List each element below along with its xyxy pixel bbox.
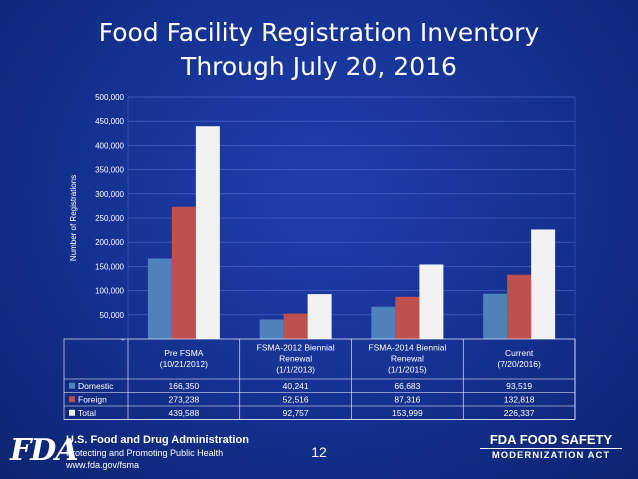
category-label: (7/20/2016) (497, 359, 541, 369)
legend-key-total (69, 409, 75, 416)
y-tick-label: 100,000 (95, 287, 124, 296)
slide-title-line-1: Food Facility Registration Inventory (98, 18, 540, 47)
y-tick-label: 50,000 (100, 311, 125, 320)
bar-domestic (483, 293, 508, 339)
data-label: 92,757 (283, 408, 309, 418)
y-tick-label: 350,000 (95, 166, 124, 175)
data-label: 153,999 (392, 408, 423, 418)
data-label: 66,683 (394, 381, 420, 391)
category-label: Pre FSMA (164, 348, 204, 358)
data-label: 132,818 (504, 394, 535, 404)
y-tick-label: - (121, 335, 124, 344)
y-tick-label: 500,000 (95, 93, 124, 102)
page-number: 12 (311, 444, 327, 460)
bar-total (307, 294, 332, 339)
data-label: 273,238 (169, 394, 200, 404)
data-label: 439,588 (169, 408, 200, 418)
fsma-branding: FDA FOOD SAFETY MODERNIZATION ACT (476, 432, 626, 463)
category-label: (10/21/2012) (160, 359, 208, 369)
fda-branding: FDA U.S. Food and Drug Administration Pr… (10, 432, 270, 477)
category-label: Current (505, 348, 534, 358)
data-label: 52,516 (283, 394, 309, 404)
category-label: (1/1/2013) (276, 365, 315, 375)
legend-label: Foreign (78, 394, 107, 404)
fda-logo: FDA (10, 433, 79, 468)
legend-label: Total (78, 408, 96, 418)
data-label: 166,350 (169, 381, 200, 391)
fsma-subtitle: MODERNIZATION ACT (480, 448, 622, 463)
y-axis-label: Number of Registrations (69, 175, 78, 261)
y-tick-label: 400,000 (95, 141, 124, 150)
data-label: 87,316 (394, 394, 420, 404)
bar-domestic (371, 306, 396, 339)
legend-key-domestic (69, 382, 75, 389)
bar-total (531, 229, 556, 339)
data-label: 93,519 (506, 381, 532, 391)
category-label: FSMA-2012 Biennial (257, 343, 335, 353)
y-tick-label: 300,000 (95, 190, 124, 199)
data-label: 40,241 (283, 381, 309, 391)
bar-total (195, 126, 220, 339)
bar-foreign (171, 206, 196, 339)
slide-title-line-2: Through July 20, 2016 (181, 52, 457, 81)
y-tick-label: 200,000 (95, 238, 124, 247)
y-tick-label: 450,000 (95, 117, 124, 126)
bar-foreign (283, 313, 308, 339)
org-name: U.S. Food and Drug Administration (66, 434, 249, 446)
bar-domestic (259, 319, 284, 339)
y-tick-label: 250,000 (95, 214, 124, 223)
y-tick-label: 150,000 (95, 262, 124, 271)
org-tagline: Protecting and Promoting Public Health (66, 448, 224, 458)
bar-domestic (147, 258, 172, 339)
category-label: Renewal (279, 354, 312, 364)
org-url: www.fda.gov/fsma (66, 460, 140, 470)
bar-foreign (507, 274, 532, 339)
category-label: FSMA-2014 Biennial (368, 343, 446, 353)
fsma-title: FDA FOOD SAFETY (489, 432, 613, 447)
data-label: 226,337 (504, 408, 535, 418)
bar-foreign (395, 296, 420, 339)
category-label: Renewal (391, 354, 424, 364)
legend-key-foreign (69, 396, 75, 403)
legend-label: Domestic (78, 381, 114, 391)
category-label: (1/1/2015) (388, 365, 427, 375)
bar-total (419, 264, 444, 339)
